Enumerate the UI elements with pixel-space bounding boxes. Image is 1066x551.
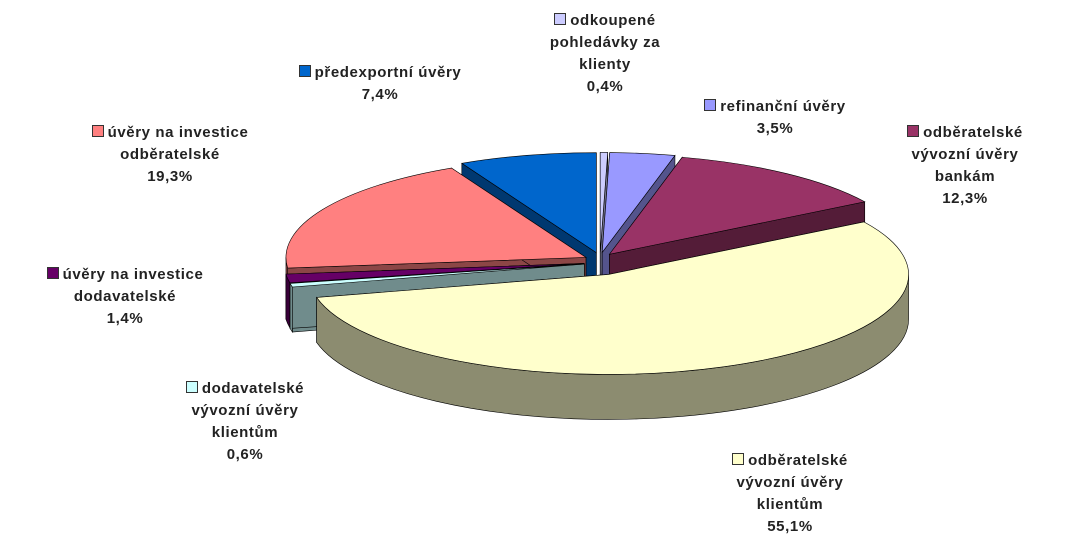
slice-top (289, 263, 585, 288)
category-name: úvěry na investice odběratelské (107, 124, 249, 163)
data-label: odběratelské vývozní úvěry bankám 12,3% (900, 122, 1030, 210)
data-label: odkoupené pohledávky za klienty 0,4% (530, 10, 680, 98)
data-label: dodavatelské vývozní úvěry klientům 0,6% (170, 378, 320, 466)
legend-swatch (91, 125, 104, 137)
value-label: 12,3% (942, 190, 988, 207)
legend-swatch (185, 381, 198, 393)
category-name: odkoupené pohledávky za klienty (549, 12, 661, 73)
slice-top (461, 152, 597, 254)
slice-top (316, 221, 909, 375)
value-label: 7,4% (361, 86, 399, 103)
slice-top (601, 152, 676, 254)
value-label: 0,4% (586, 78, 624, 95)
slice (316, 221, 909, 420)
legend-swatch (704, 99, 717, 111)
category-name: úvěry na investice dodavatelské (62, 266, 204, 305)
slice-top (608, 156, 866, 255)
legend-swatch (298, 65, 311, 77)
category-name: dodavatelské vývozní úvěry klientům (191, 380, 305, 441)
legend-swatch (732, 453, 745, 465)
data-label: refinanční úvěry 3,5% (675, 96, 875, 140)
data-label: předexportní úvěry 7,4% (260, 62, 500, 106)
slice-top (599, 152, 609, 253)
value-label: 0,6% (226, 446, 264, 463)
legend-swatch (554, 13, 567, 25)
category-name: odběratelské vývozní úvěry bankám (911, 124, 1023, 185)
slice-wall (289, 282, 293, 334)
value-label: 19,3% (147, 168, 193, 185)
data-label: úvěry na investice odběratelské 19,3% (55, 122, 285, 188)
category-name: předexportní úvěry (314, 64, 462, 81)
legend-swatch (46, 267, 59, 279)
legend-swatch (907, 125, 920, 137)
value-label: 1,4% (106, 310, 144, 327)
value-label: 55,1% (767, 518, 813, 535)
category-name: odběratelské vývozní úvěry klientům (736, 452, 848, 513)
data-label: odběratelské vývozní úvěry klientům 55,1% (710, 450, 870, 538)
slice-top (285, 167, 587, 269)
value-label: 3,5% (756, 120, 794, 137)
category-name: refinanční úvěry (720, 98, 846, 115)
data-label: úvěry na investice dodavatelské 1,4% (10, 264, 240, 330)
